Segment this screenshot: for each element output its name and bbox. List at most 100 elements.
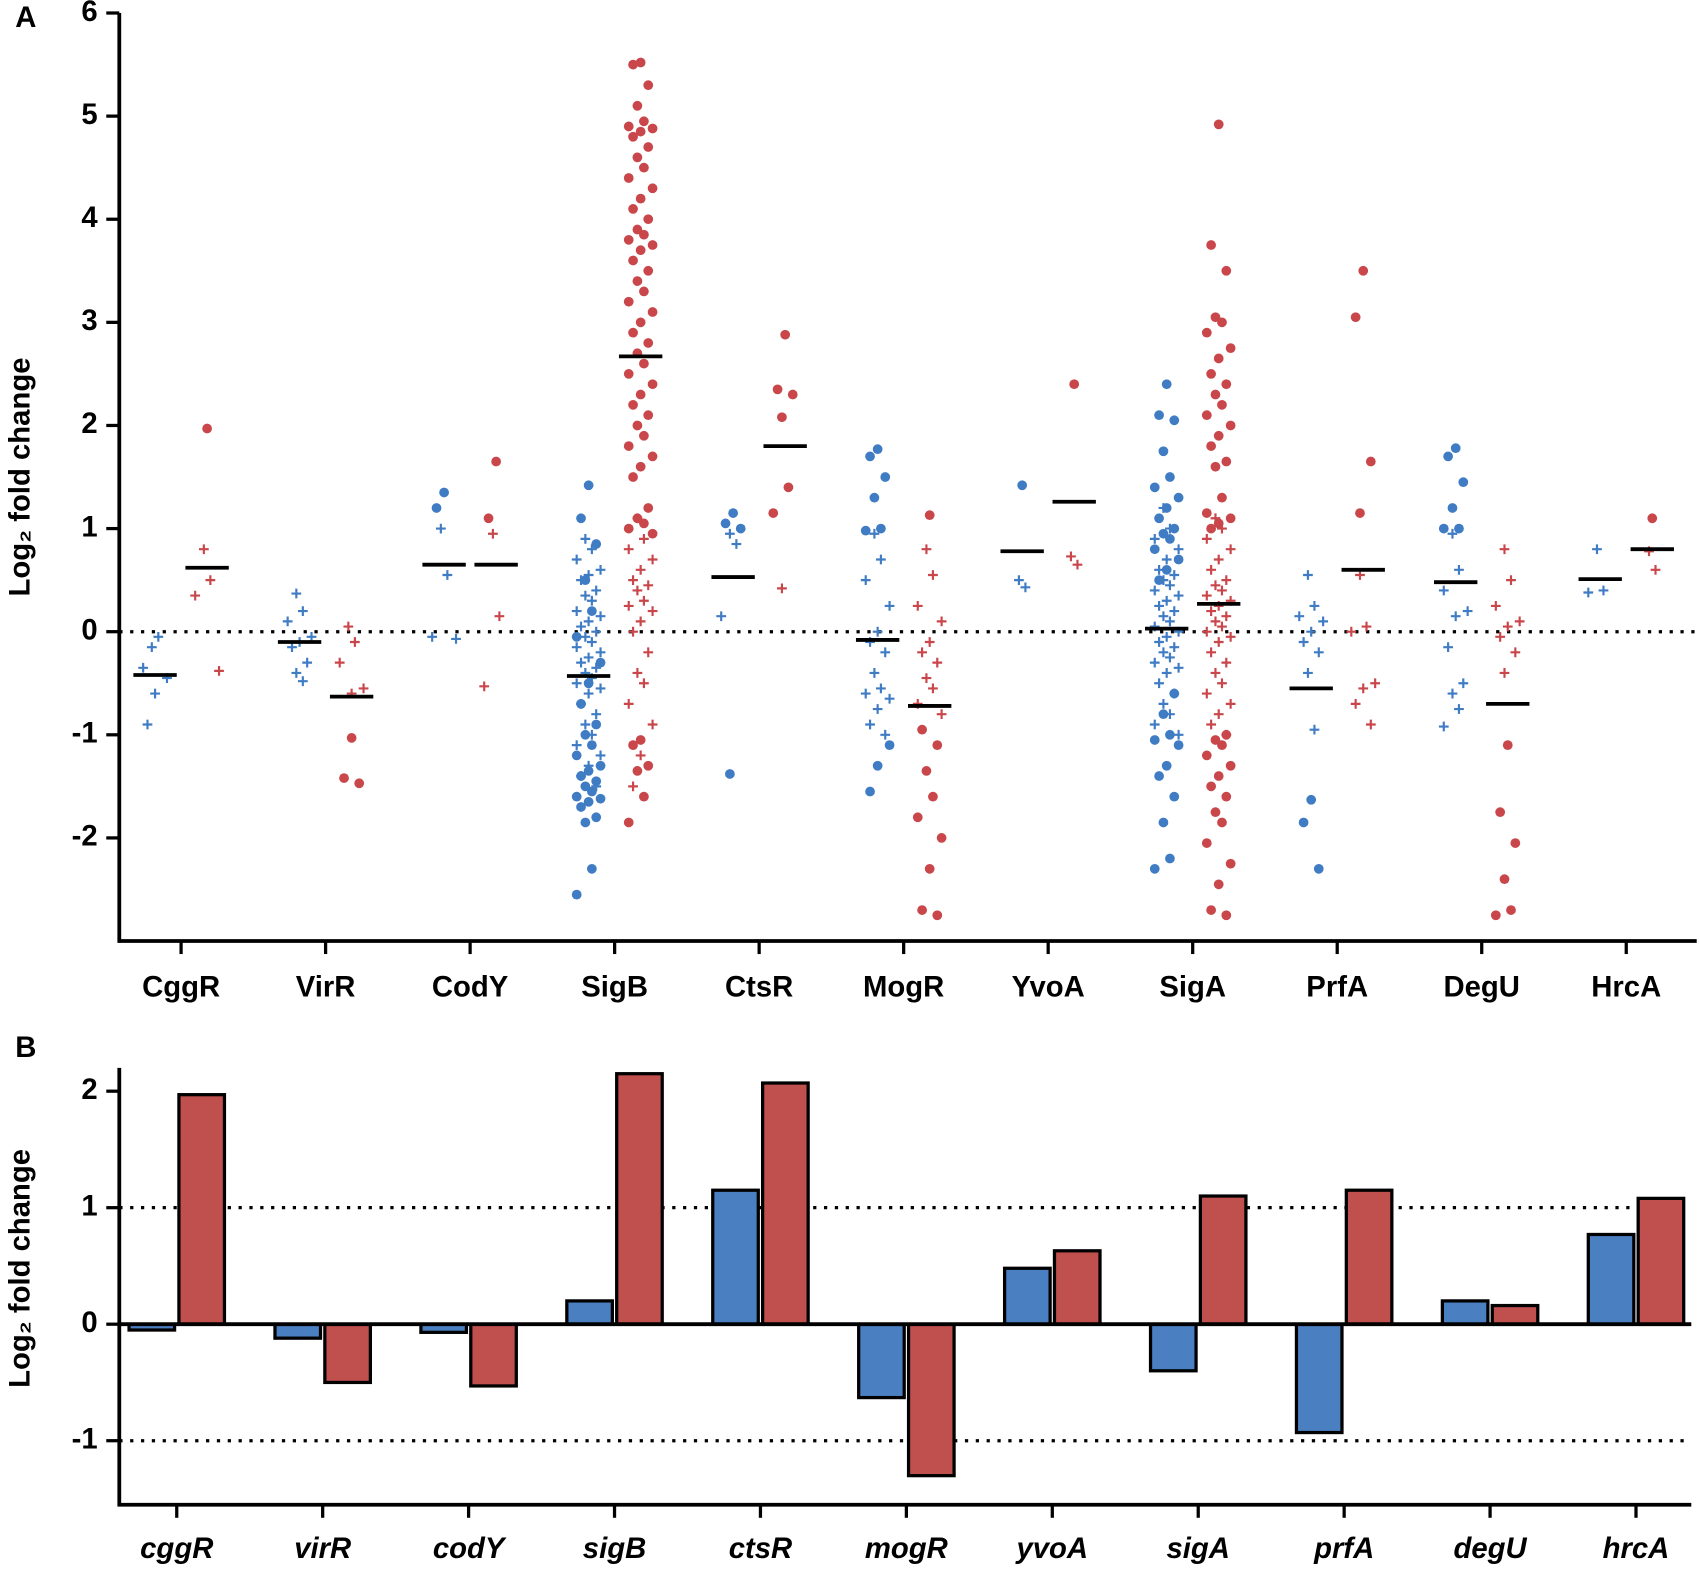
cross xyxy=(1650,564,1661,575)
cross xyxy=(928,683,938,694)
cross xyxy=(1213,637,1224,647)
cross xyxy=(647,554,658,565)
dot xyxy=(932,740,943,750)
cross xyxy=(921,544,932,555)
dot xyxy=(591,539,602,549)
cross xyxy=(1210,513,1221,524)
cross xyxy=(1149,585,1160,596)
dot xyxy=(1225,760,1236,771)
cross xyxy=(576,575,586,586)
panel-label: B xyxy=(15,1032,36,1064)
dot xyxy=(1365,456,1376,467)
dot xyxy=(623,523,634,534)
dot xyxy=(876,523,886,534)
dot xyxy=(576,513,586,524)
x-tick-label: sigB xyxy=(583,1533,646,1565)
dot xyxy=(1154,513,1164,524)
dot xyxy=(1506,905,1516,915)
cross xyxy=(595,611,606,622)
dot xyxy=(647,183,658,194)
dot xyxy=(1217,492,1227,503)
cross xyxy=(628,781,638,792)
dot xyxy=(1495,807,1506,818)
dot xyxy=(1165,534,1175,544)
x-tick-label: virR xyxy=(294,1533,351,1565)
cross xyxy=(1149,534,1160,544)
dot xyxy=(1201,838,1212,848)
dot xyxy=(1447,503,1458,513)
cross xyxy=(571,642,582,653)
dot xyxy=(1206,523,1217,534)
cross xyxy=(591,662,602,673)
dot xyxy=(643,503,654,513)
cross xyxy=(865,719,875,730)
dot xyxy=(728,508,739,518)
y-tick-label: -1 xyxy=(72,718,98,750)
dot xyxy=(580,729,591,740)
cross xyxy=(580,719,591,730)
cross xyxy=(1458,678,1469,689)
cross xyxy=(869,668,880,678)
cross xyxy=(643,580,654,591)
dot xyxy=(1201,327,1212,338)
bar xyxy=(1586,1232,1636,1326)
bar xyxy=(615,1072,664,1326)
cross xyxy=(1169,688,1180,699)
dot xyxy=(632,100,643,111)
cross xyxy=(427,631,438,642)
cross xyxy=(1165,709,1175,720)
dot xyxy=(860,525,871,536)
dot xyxy=(571,791,582,802)
cross xyxy=(1365,719,1376,730)
x-tick-label: CodY xyxy=(432,971,509,1003)
x-tick-label: SigA xyxy=(1159,971,1226,1003)
cross xyxy=(1462,606,1473,616)
cross xyxy=(595,647,606,658)
cross xyxy=(1502,621,1513,632)
dot xyxy=(735,523,746,534)
dot xyxy=(623,296,634,307)
cross xyxy=(876,554,886,565)
cross xyxy=(917,647,927,658)
cross xyxy=(586,729,597,740)
cross xyxy=(591,781,602,792)
cross xyxy=(639,534,649,544)
cross xyxy=(936,616,947,627)
dot xyxy=(632,224,643,235)
cross xyxy=(583,570,594,580)
dot xyxy=(1217,740,1227,750)
dot xyxy=(635,735,646,745)
cross xyxy=(1149,719,1160,730)
cross xyxy=(214,665,224,676)
dot xyxy=(1210,389,1221,400)
bar xyxy=(1440,1299,1490,1326)
cross xyxy=(1221,611,1232,622)
x-tick-label: DegU xyxy=(1444,971,1520,1003)
cross xyxy=(435,523,446,534)
dot xyxy=(865,451,875,462)
dot xyxy=(628,472,638,482)
y-tick-label: 1 xyxy=(81,511,97,543)
dot xyxy=(1306,794,1317,805)
dot xyxy=(1158,528,1169,539)
dot xyxy=(643,214,654,225)
cross xyxy=(860,688,871,699)
cross xyxy=(1443,642,1453,653)
dot xyxy=(924,863,935,874)
cross xyxy=(494,611,505,622)
cross xyxy=(488,528,498,539)
cross xyxy=(591,585,602,596)
cross xyxy=(1510,647,1521,658)
bar xyxy=(1148,1322,1198,1373)
dot xyxy=(639,518,649,529)
dot xyxy=(623,817,634,828)
cross xyxy=(1165,616,1175,627)
dot xyxy=(623,173,634,183)
y-tick-label: 0 xyxy=(81,614,97,646)
cross xyxy=(1173,590,1184,601)
cross xyxy=(1173,729,1184,740)
dot xyxy=(632,766,643,776)
cross xyxy=(1173,662,1184,673)
cross xyxy=(291,588,302,599)
x-tick-label: cggR xyxy=(140,1533,213,1565)
